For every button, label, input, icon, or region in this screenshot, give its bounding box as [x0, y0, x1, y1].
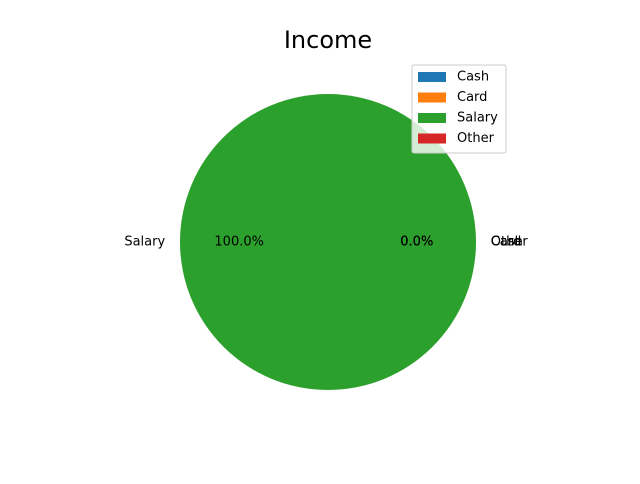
legend-frame [411, 64, 507, 154]
legend-label-other: Other [457, 131, 495, 146]
chart-title: Income [284, 26, 372, 54]
slice-percent-salary: 100.0% [214, 235, 264, 250]
legend-swatch-salary [418, 113, 446, 123]
slice-label-salary: Salary [124, 235, 165, 250]
slice-percent-card: 0.0% [400, 235, 433, 250]
legend-label-salary: Salary [457, 111, 498, 126]
slice-label-other: Other [491, 235, 529, 250]
pie-slices [180, 94, 476, 390]
legend-swatch-card [418, 92, 446, 103]
legend-swatch-cash [418, 72, 446, 82]
slice-label-cash: Cash [491, 235, 523, 250]
legend: Cash Card Salary Other [411, 64, 507, 154]
slice-label-card: Card [491, 235, 521, 250]
slice-percent-cash: 0.0% [400, 235, 433, 250]
pie-slice-salary [180, 94, 476, 390]
legend-label-cash: Cash [457, 70, 489, 85]
legend-swatch-other [418, 133, 446, 144]
legend-label-card: Card [457, 90, 487, 105]
slice-percent-other: 0.0% [400, 235, 433, 250]
